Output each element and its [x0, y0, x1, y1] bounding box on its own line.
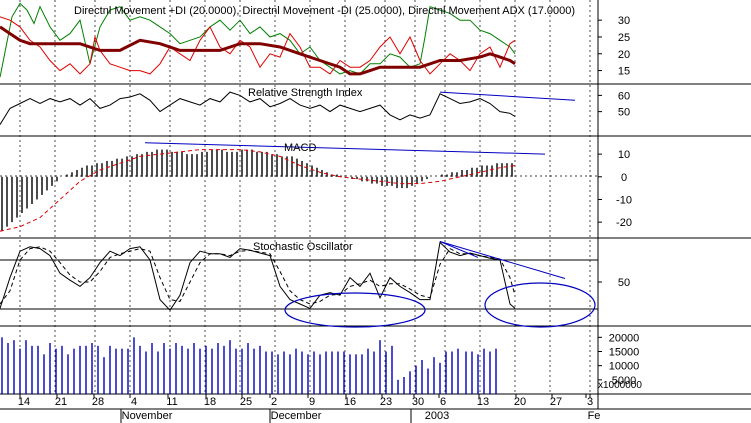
- rsi-relative-strength-index-line: [0, 91, 516, 125]
- x-tick-label: 16: [344, 396, 356, 408]
- x-tick-label: 14: [18, 396, 30, 408]
- x-tick-label: 20: [514, 396, 526, 408]
- rsi-overlay-line: [439, 91, 576, 101]
- x-tick-label: 4: [131, 396, 137, 408]
- dmi-title: Directnl Movement +DI (20.0000), Directn…: [74, 5, 575, 17]
- dmi-ytick-label: 20: [618, 49, 630, 61]
- month-label: 2003: [425, 410, 449, 422]
- stochastic-overlay-line: [439, 241, 479, 258]
- macd-ytick-label: 0: [621, 172, 627, 184]
- x-tick-label: 23: [380, 396, 392, 408]
- x-tick-label: 21: [55, 396, 67, 408]
- vertical-gridlines: [19, 0, 591, 394]
- y-tick-labels: 15 20 25 30 50 60 -20 -10 0 10 50 5000 10000 15000 200…: [598, 15, 639, 387]
- x-tick-label: 9: [309, 396, 315, 408]
- x-tick-label: 30: [412, 396, 424, 408]
- x-tick-label: 13: [477, 396, 489, 408]
- volume-ytick-label: 5000: [612, 375, 636, 387]
- volume-unit-label: x1000000: [598, 380, 642, 391]
- x-tick-label: 6: [440, 396, 446, 408]
- x-tick-label: 25: [240, 396, 252, 408]
- x-tick-label: 2: [271, 396, 277, 408]
- chart-marks: [0, 2, 576, 394]
- dmi-ytick-label: 15: [618, 66, 630, 78]
- x-tick-label: 28: [92, 396, 104, 408]
- rsi-ytick-label: 60: [618, 90, 630, 102]
- x-tick-label: 18: [204, 396, 216, 408]
- annotations: [284, 282, 596, 328]
- dmi-directnl-movement-adx-line: [0, 25, 516, 76]
- volume-ytick-label: 10000: [609, 361, 640, 373]
- chart-labels: Directnl Movement +DI (20.0000), Directn…: [74, 5, 642, 391]
- month-label: December: [271, 410, 322, 422]
- stochastic-ytick-label: 50: [618, 277, 630, 289]
- macd-ytick-label: 10: [618, 149, 630, 161]
- annotation-ellipse: [484, 282, 596, 328]
- volume-ytick-label: 15000: [609, 347, 640, 359]
- annotation-ellipse: [284, 292, 426, 328]
- x-tick-label: 3: [587, 396, 593, 408]
- x-tick-label: 27: [550, 396, 562, 408]
- rsi-ytick-label: 50: [618, 107, 630, 119]
- dmi-ytick-label: 25: [618, 32, 630, 44]
- macd-ytick-label: -10: [616, 194, 632, 206]
- dmi-directnl-movement-di-line: [0, 16, 516, 75]
- stochastic-stochastic-oscillator-line: [0, 241, 516, 312]
- month-label: November: [122, 410, 173, 422]
- dmi-ytick-label: 30: [618, 15, 630, 27]
- macd-overlay-line: [0, 149, 516, 232]
- rsi-title: Relative Strength Index: [248, 87, 363, 99]
- macd-title: MACD: [284, 142, 316, 154]
- x-tick-labels: 14 21 28 4 11 18 25 2 9 16 23 30 6 13 20 27 3 Fe November D…: [18, 394, 601, 423]
- x-tick-label: Fe: [588, 410, 601, 422]
- x-tick-label: 11: [166, 396, 177, 408]
- stochastic-overlay-line: [439, 241, 566, 279]
- dmi-directnl-movement-di-line: [0, 2, 516, 78]
- volume-ytick-label: 20000: [609, 332, 640, 344]
- macd-ytick-label: -20: [616, 217, 632, 229]
- stochastic-title: Stochastic Oscillator: [253, 241, 353, 253]
- macd-overlay-line: [144, 142, 546, 155]
- panel-frames: [0, 0, 751, 410]
- stochastic-overlay-line: [0, 246, 516, 305]
